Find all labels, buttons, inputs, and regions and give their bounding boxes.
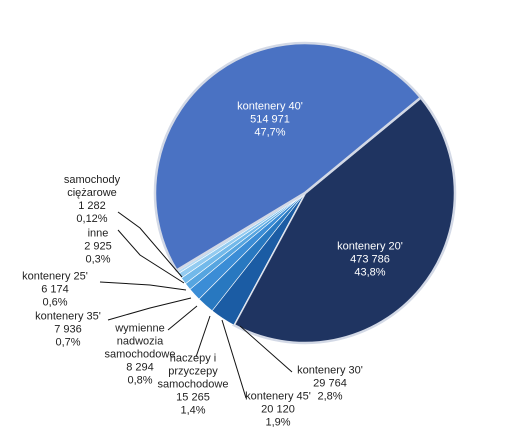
percent-label: 0,3% [85,253,111,266]
percent-label: 47,7% [254,126,286,139]
slice [232,95,457,345]
slice-label: kontenery 40' 514 971 47,7% [220,101,320,140]
percent-label: 0,6% [42,296,68,309]
slice-label: kontenery 30' 29 764 2,8% [285,365,375,404]
value-label: 2 925 [84,240,112,253]
percent-label: 43,8% [354,266,386,279]
category-label: samochody ciężarowe [63,174,121,199]
value-label: 29 764 [313,377,347,390]
leader-line [195,315,211,358]
leader-line [167,305,198,331]
category-label: kontenery 25' [22,270,88,283]
category-label: wymienne nadwozia samochodowe [104,322,176,361]
percent-label: 2,8% [317,390,343,403]
slice-label: wymienne nadwozia samochodowe 8 294 0,8% [100,323,180,388]
value-label: 1 282 [78,200,106,212]
leader-line [107,297,192,321]
category-label: kontenery 20' [337,240,403,253]
percent-label: 0,8% [127,374,153,387]
slice-label: kontenery 35' 7 936 0,7% [23,311,113,350]
value-label: 15 265 [176,391,210,404]
leader-line [117,229,185,284]
value-label: 20 120 [261,403,295,416]
percent-label: 1,9% [265,416,291,429]
category-label: kontenery 35' [35,310,101,323]
category-label: inne [87,227,109,240]
value-label: 473 786 [350,253,390,266]
slice-label: naczepy i przyczepy samochodowe 15 265 1,4… [153,353,233,418]
slice-label: inne 2 925 0,3% [68,228,128,267]
category-label: kontenery 30' [297,364,363,377]
category-label: kontenery 40' [237,100,303,113]
leader-line [221,319,247,399]
category-label: naczepy i przyczepy samochodowe [157,352,229,391]
value-label: 514 971 [250,113,290,126]
slice-label: kontenery 20' 473 786 43,8% [325,241,415,280]
percent-label: 0,7% [55,336,81,349]
value-label: 6 174 [41,283,69,296]
value-label: 8 294 [126,361,154,374]
leader-line [99,281,187,291]
percent-label: 1,4% [180,404,206,417]
leader-line [239,325,293,373]
value-label: 7 936 [54,323,82,336]
slice-label: kontenery 45' 20 120 1,9% [233,391,323,430]
slice-label: samochody ciężarowe 1 282 0,12% [52,174,132,226]
slice-label: kontenery 25' 6 174 0,6% [10,271,100,310]
percent-label: 0,12% [76,213,108,225]
slice [153,41,423,273]
leader-line [117,211,183,278]
category-label: kontenery 45' [245,390,311,403]
